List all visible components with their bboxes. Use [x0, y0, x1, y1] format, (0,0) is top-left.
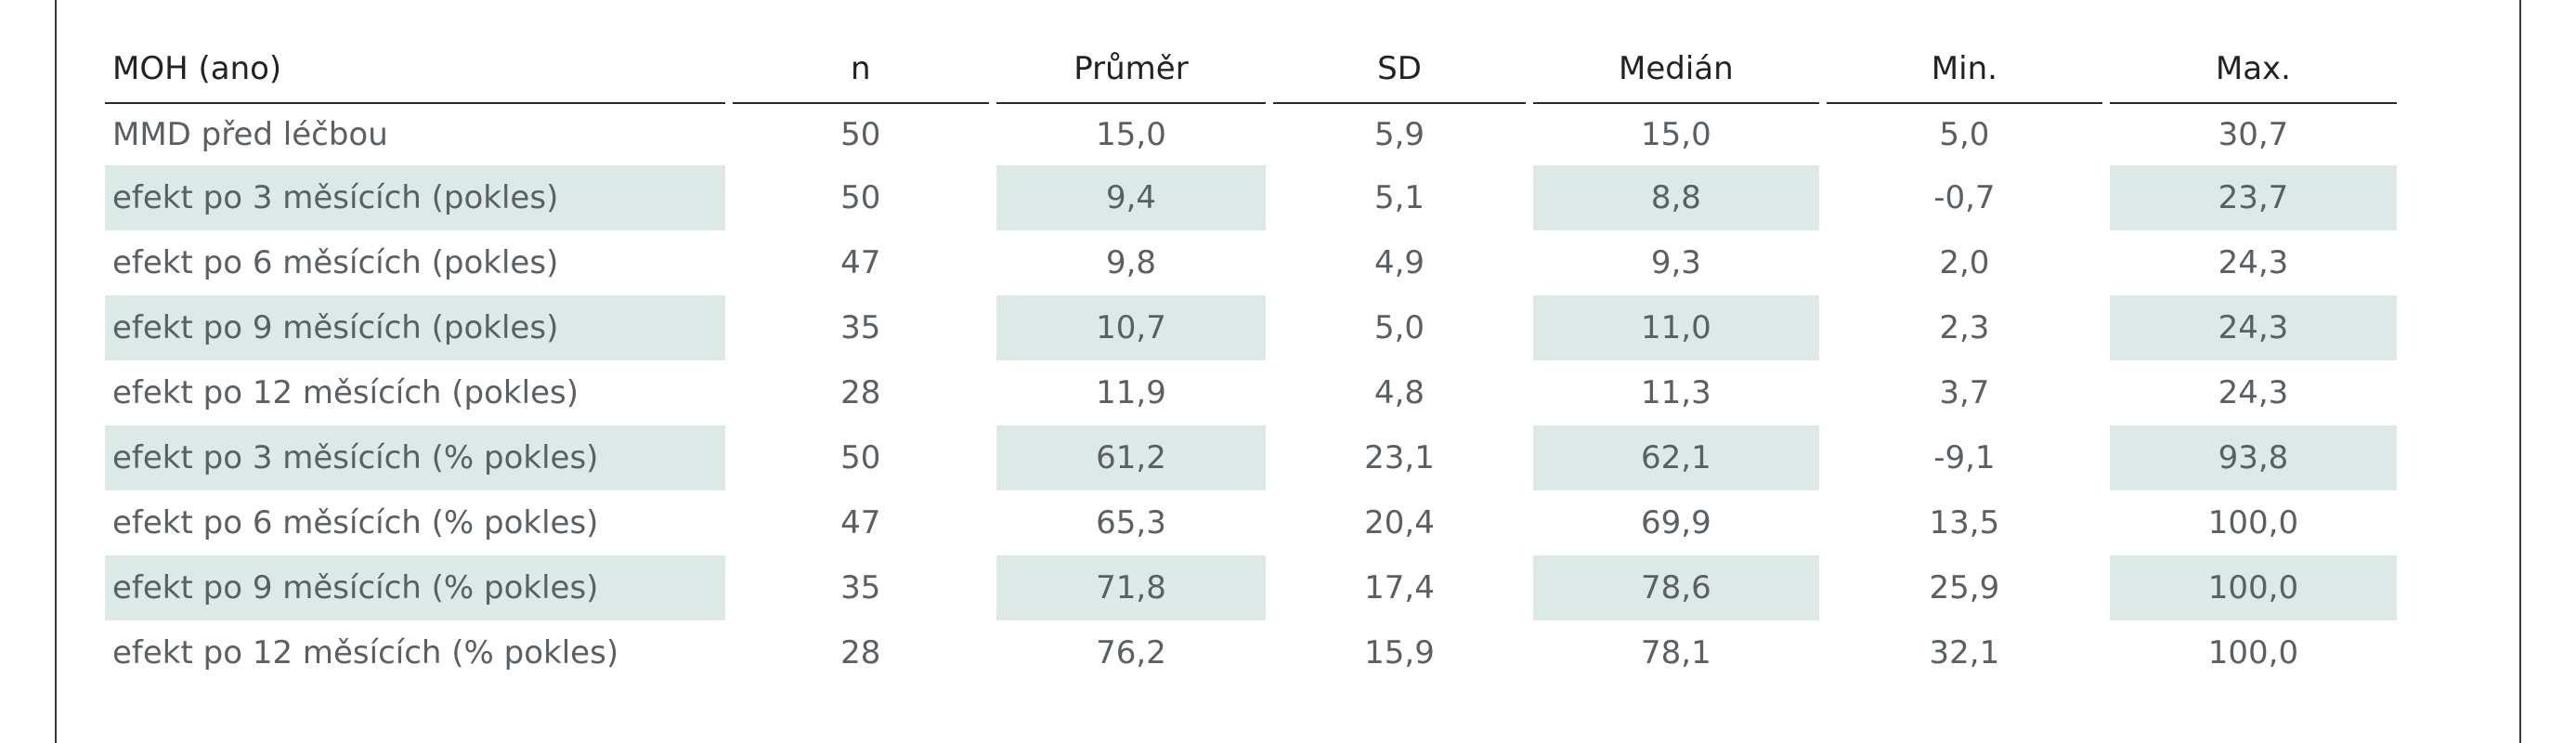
cell-mean: 11,9 [1096, 374, 1166, 411]
cell-min: 3,7 [1939, 374, 1990, 411]
cell-n: 47 [840, 504, 881, 541]
cell-n: 50 [840, 116, 881, 153]
row-label: efekt po 3 měsících (pokles) [105, 165, 725, 230]
table-row: MMD před léčbou 50 15,0 5,9 15,0 5,0 30,7 [105, 104, 2397, 165]
cell-n: 47 [840, 244, 881, 281]
cell-mean: 76,2 [1096, 634, 1166, 671]
row-label: efekt po 6 měsících (pokles) [112, 244, 559, 281]
cell-mean: 61,2 [995, 425, 1267, 490]
cell-min: -9,1 [1933, 439, 1996, 476]
cell-n: 50 [840, 439, 881, 476]
table-frame [55, 0, 2521, 743]
cell-max: 24,3 [2218, 374, 2289, 411]
cell-max: 24,3 [2218, 244, 2289, 281]
cell-mean: 10,7 [995, 295, 1267, 360]
cell-sd: 5,0 [1373, 309, 1425, 346]
cell-median: 9,3 [1650, 244, 1701, 281]
cell-median: 62,1 [1532, 425, 1819, 490]
row-label: efekt po 12 měsících (pokles) [112, 374, 579, 411]
cell-median: 15,0 [1641, 116, 1711, 153]
cell-n: 35 [840, 569, 881, 606]
cell-max: 93,8 [2109, 425, 2397, 490]
row-label: efekt po 9 měsících (% pokles) [105, 555, 725, 620]
cell-max: 23,7 [2109, 165, 2397, 230]
cell-median: 69,9 [1641, 504, 1711, 541]
table-row: efekt po 6 měsících (% pokles) 47 65,3 20,4… [105, 490, 2397, 555]
cell-min: -0,7 [1933, 179, 1996, 216]
cell-max: 100,0 [2109, 555, 2397, 620]
cell-sd: 17,4 [1364, 569, 1435, 606]
cell-min: 32,1 [1929, 634, 2000, 671]
cell-sd: 15,9 [1364, 634, 1435, 671]
row-label: efekt po 3 měsících (% pokles) [105, 425, 725, 490]
row-label: efekt po 9 měsících (pokles) [105, 295, 725, 360]
table-row: efekt po 9 měsících (% pokles) 35 71,8 17,4… [105, 555, 2397, 620]
cell-mean: 15,0 [1096, 116, 1166, 153]
cell-max: 30,7 [2218, 116, 2289, 153]
header-min: Min. [1826, 35, 2102, 104]
cell-max: 24,3 [2109, 295, 2397, 360]
cell-n: 28 [840, 634, 881, 671]
cell-n: 28 [840, 374, 881, 411]
header-sd: SD [1273, 35, 1526, 104]
table-row: efekt po 6 měsících (pokles) 47 9,8 4,9 9,3 2… [105, 230, 2397, 295]
cell-sd: 4,8 [1373, 374, 1425, 411]
cell-sd: 5,1 [1373, 179, 1425, 216]
cell-mean: 9,8 [1105, 244, 1157, 281]
cell-sd: 23,1 [1364, 439, 1435, 476]
cell-n: 50 [840, 179, 881, 216]
statistics-table: MOH (ano) n Průměr SD Medián Min. Max. M… [98, 35, 2404, 685]
table-body: MMD před léčbou 50 15,0 5,9 15,0 5,0 30,7 efekt… [105, 104, 2397, 685]
cell-sd: 20,4 [1364, 504, 1435, 541]
header-mean: Průměr [995, 35, 1267, 104]
cell-min: 25,9 [1929, 569, 2000, 606]
cell-min: 2,0 [1939, 244, 1990, 281]
cell-sd: 4,9 [1373, 244, 1425, 281]
header-median: Medián [1532, 35, 1819, 104]
cell-mean: 9,4 [995, 165, 1267, 230]
cell-median: 78,1 [1641, 634, 1711, 671]
table-row: efekt po 12 měsících (% pokles) 28 76,2 15,… [105, 620, 2397, 685]
cell-n: 35 [840, 309, 881, 346]
cell-median: 11,0 [1532, 295, 1819, 360]
cell-max: 100,0 [2207, 504, 2299, 541]
cell-mean: 71,8 [995, 555, 1267, 620]
cell-mean: 65,3 [1096, 504, 1166, 541]
cell-median: 11,3 [1641, 374, 1711, 411]
cell-min: 5,0 [1939, 116, 1990, 153]
table-row: efekt po 9 měsících (pokles) 35 10,7 5,0 11,… [105, 295, 2397, 360]
cell-min: 2,3 [1939, 309, 1990, 346]
row-label: efekt po 12 měsících (% pokles) [112, 634, 619, 671]
cell-median: 8,8 [1532, 165, 1819, 230]
header-max: Max. [2109, 35, 2397, 104]
cell-sd: 5,9 [1373, 116, 1425, 153]
table-header: MOH (ano) n Průměr SD Medián Min. Max. [105, 35, 2397, 104]
cell-max: 100,0 [2207, 634, 2299, 671]
header-n: n [732, 35, 989, 104]
table-row: efekt po 3 měsících (pokles) 50 9,4 5,1 8,8 -… [105, 165, 2397, 230]
cell-median: 78,6 [1532, 555, 1819, 620]
row-label: efekt po 6 měsících (% pokles) [112, 504, 599, 541]
row-label: MMD před léčbou [112, 116, 388, 153]
cell-min: 13,5 [1929, 504, 2000, 541]
table-row: efekt po 3 měsících (% pokles) 50 61,2 23,1… [105, 425, 2397, 490]
header-moh: MOH (ano) [105, 35, 725, 104]
table-row: efekt po 12 měsících (pokles) 28 11,9 4,8 11… [105, 360, 2397, 425]
header-row: MOH (ano) n Průměr SD Medián Min. Max. [105, 35, 2397, 104]
